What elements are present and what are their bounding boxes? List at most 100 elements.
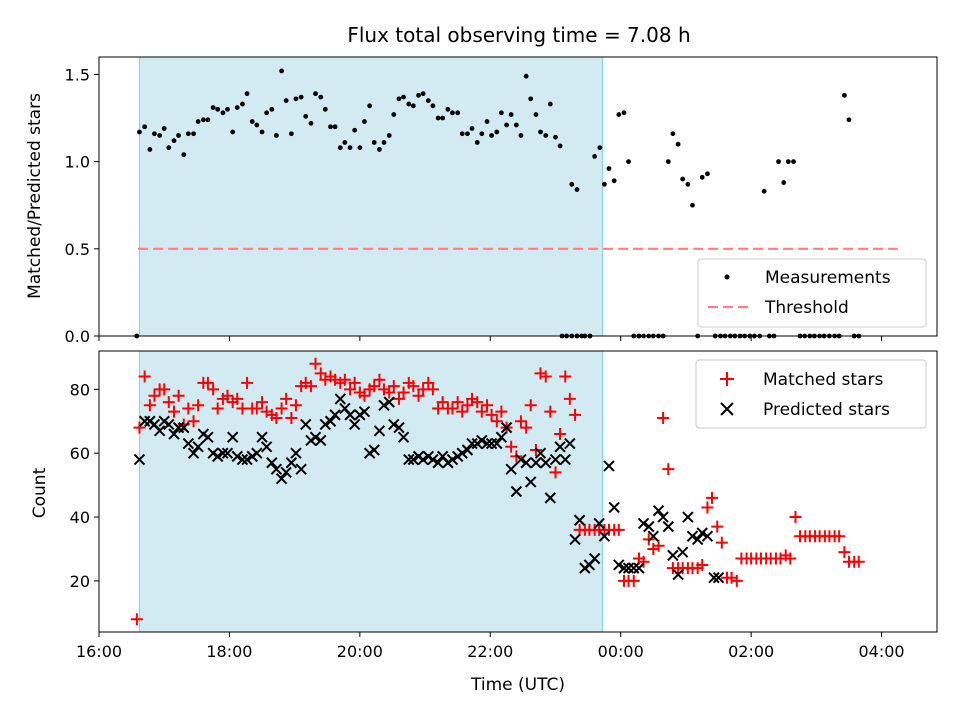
predicted-star-point bbox=[407, 453, 420, 466]
predicted-star-point bbox=[481, 437, 493, 450]
matched-star-point bbox=[554, 428, 567, 441]
bottom-legend: Matched stars Predicted stars bbox=[695, 359, 927, 429]
predicted-star-point bbox=[182, 437, 195, 450]
predicted-star-point bbox=[593, 517, 605, 530]
predicted-star-point bbox=[403, 453, 415, 466]
predicted-star-point bbox=[485, 437, 498, 450]
matched-star-point bbox=[539, 370, 552, 383]
predicted-star-point bbox=[466, 437, 478, 450]
matched-star-point bbox=[192, 399, 205, 412]
top-y-tick-label: 1.5 bbox=[65, 65, 90, 84]
predicted-star-point bbox=[549, 453, 562, 466]
predicted-star-point bbox=[373, 425, 386, 437]
bottom-y-axis-label: Count bbox=[30, 467, 50, 518]
predicted-star-point bbox=[505, 463, 517, 475]
predicted-star-point bbox=[231, 450, 243, 463]
chart-title: Flux total observing time = 7.08 h bbox=[347, 23, 690, 47]
predicted-star-point bbox=[319, 418, 332, 431]
measurement-point bbox=[230, 129, 236, 135]
predicted-star-point bbox=[461, 444, 474, 456]
matched-star-point bbox=[162, 396, 175, 409]
predicted-star-point bbox=[657, 511, 669, 523]
bottom-y-tick-label: 80 bbox=[70, 380, 90, 399]
predicted-star-point bbox=[696, 527, 708, 539]
matched-star-point bbox=[446, 402, 459, 415]
matched-star-point bbox=[241, 376, 254, 389]
predicted-star-point bbox=[667, 549, 679, 562]
measurement-point bbox=[342, 140, 348, 145]
matched-star-point bbox=[520, 421, 533, 434]
bottom-y-ticks: 20 40 60 80 bbox=[70, 380, 99, 591]
legend-matched-label: Matched stars bbox=[763, 370, 883, 390]
measurement-point bbox=[455, 110, 461, 116]
measurement-point bbox=[791, 159, 796, 165]
predicted-star-point bbox=[388, 418, 400, 431]
measurement-point bbox=[318, 94, 324, 100]
measurement-point bbox=[195, 119, 201, 124]
predicted-star-point bbox=[168, 428, 180, 440]
measurement-point bbox=[157, 133, 163, 138]
predicted-star-point bbox=[662, 520, 675, 533]
matched-star-point bbox=[338, 373, 351, 386]
measurement-point bbox=[283, 98, 289, 103]
legend-predicted-marker bbox=[720, 402, 734, 416]
predicted-star-point bbox=[643, 520, 655, 533]
measurement-point bbox=[147, 147, 153, 152]
measurement-point bbox=[352, 127, 358, 133]
x-tick-label: 18:00 bbox=[206, 642, 252, 661]
predicted-star-point bbox=[637, 517, 650, 530]
predicted-star-point bbox=[221, 447, 234, 459]
matched-star-point bbox=[436, 396, 449, 409]
measurement-point bbox=[670, 131, 676, 137]
predicted-star-point bbox=[393, 421, 405, 434]
measurement-point bbox=[420, 91, 426, 97]
measurement-point bbox=[440, 115, 446, 121]
observing-window-bottom bbox=[138, 350, 603, 633]
measurement-point bbox=[489, 133, 494, 138]
predicted-star-point bbox=[163, 418, 175, 431]
matched-star-point bbox=[784, 552, 797, 565]
predicted-star-point bbox=[256, 431, 268, 443]
measurement-point bbox=[602, 181, 607, 187]
matched-star-point bbox=[148, 389, 161, 402]
measurement-point bbox=[553, 134, 558, 140]
measurement-point bbox=[377, 147, 382, 152]
predicted-star-point bbox=[708, 572, 720, 584]
matched-star-point bbox=[852, 555, 865, 568]
matched-star-point bbox=[221, 389, 234, 402]
predicted-star-point bbox=[266, 457, 278, 469]
measurement-point bbox=[200, 117, 206, 123]
matched-star-point bbox=[485, 408, 498, 421]
matched-star-point bbox=[344, 383, 357, 396]
top-x-ticks bbox=[98, 336, 883, 341]
predicted-star-point bbox=[608, 501, 620, 514]
matched-star-point bbox=[387, 380, 400, 393]
predicted-star-point bbox=[153, 425, 166, 437]
predicted-star-point bbox=[691, 533, 704, 546]
matched-star-point bbox=[383, 386, 396, 399]
measurement-point bbox=[484, 119, 490, 124]
predicted-star-point bbox=[383, 396, 395, 408]
measurement-point bbox=[465, 131, 470, 137]
measurement-point bbox=[435, 115, 441, 121]
measurement-point bbox=[259, 129, 265, 135]
measurement-point bbox=[690, 202, 695, 208]
matched-star-point bbox=[471, 396, 484, 409]
measurement-point bbox=[761, 188, 767, 194]
measurement-point bbox=[181, 152, 187, 158]
measurement-point bbox=[362, 119, 367, 124]
predicted-star-point bbox=[544, 492, 556, 504]
predicted-star-point bbox=[446, 453, 459, 466]
bottom-plot-frame bbox=[98, 350, 938, 633]
predicted-star-point bbox=[500, 421, 513, 434]
matched-star-point bbox=[422, 376, 435, 389]
top-y-tick-label: 0.5 bbox=[65, 240, 90, 259]
matched-star-point bbox=[187, 415, 200, 428]
measurement-point bbox=[249, 119, 255, 124]
predicted-star-point bbox=[192, 441, 204, 453]
measurement-point bbox=[616, 112, 622, 117]
matched-star-point bbox=[662, 463, 675, 476]
measurement-point bbox=[244, 91, 250, 97]
matched-star-point bbox=[715, 536, 728, 549]
measurement-point bbox=[391, 112, 397, 117]
